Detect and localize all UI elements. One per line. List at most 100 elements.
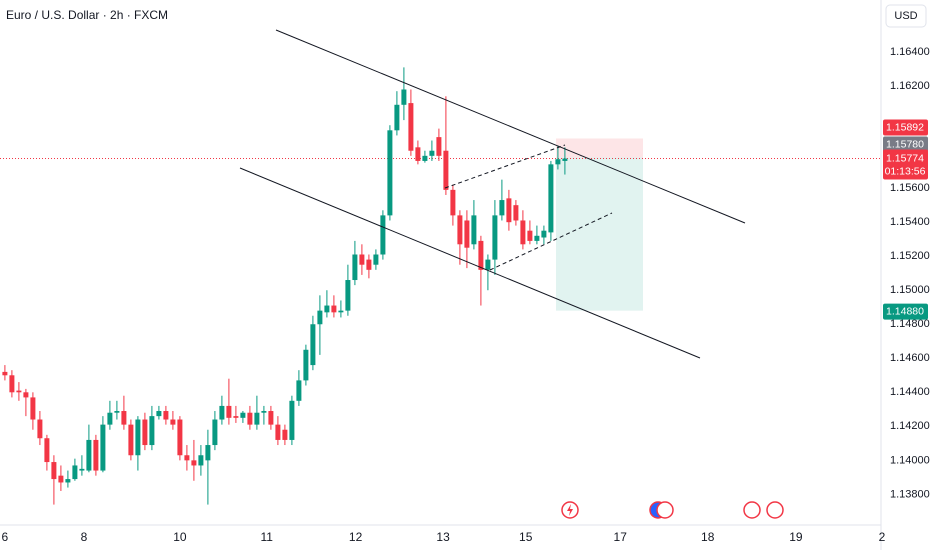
candle-body bbox=[219, 405, 225, 420]
candle-body bbox=[303, 349, 309, 381]
candle-body bbox=[261, 411, 267, 413]
y-tick-label: 1.13800 bbox=[890, 488, 930, 500]
candle-body bbox=[177, 419, 183, 456]
x-tick-label: 2 bbox=[879, 530, 886, 544]
x-tick-label: 15 bbox=[519, 530, 533, 544]
candle-body bbox=[324, 305, 330, 313]
flag-upper bbox=[444, 144, 566, 189]
candle-body bbox=[359, 254, 365, 265]
price-tag-label: 1.15892 bbox=[886, 121, 924, 133]
candle-body bbox=[373, 254, 379, 265]
candle-body bbox=[128, 424, 134, 456]
chart-title: Euro / U.S. Dollar · 2h · FXCM bbox=[6, 8, 168, 22]
candle-body bbox=[513, 205, 519, 221]
candle-body bbox=[331, 305, 337, 313]
candle-body bbox=[135, 419, 141, 456]
candle-body bbox=[254, 412, 260, 425]
x-tick-label: 11 bbox=[260, 530, 273, 544]
currency: USD bbox=[894, 10, 917, 22]
candle-body bbox=[436, 137, 442, 156]
candle-body bbox=[534, 235, 540, 241]
channel-upper bbox=[275, 29, 746, 224]
countdown: 01:13:56 bbox=[885, 165, 926, 177]
candle-body bbox=[205, 445, 211, 461]
price-tag-label: 1.14880 bbox=[886, 305, 924, 317]
candle-body bbox=[198, 455, 204, 466]
candle-body bbox=[170, 419, 176, 425]
y-tick-label: 1.16200 bbox=[890, 80, 930, 92]
y-tick-label: 1.15000 bbox=[890, 284, 930, 296]
price-tag bbox=[883, 136, 928, 153]
candle-body bbox=[226, 405, 232, 418]
candle-body bbox=[401, 89, 407, 105]
channel-lower bbox=[239, 167, 701, 359]
price-tag bbox=[883, 303, 928, 320]
y-tick-label: 1.14600 bbox=[890, 352, 930, 364]
y-tick-label: 1.14200 bbox=[890, 420, 930, 432]
y-tick-label: 1.15400 bbox=[890, 216, 930, 228]
candle-body bbox=[289, 400, 295, 440]
x-tick-label: 6 bbox=[2, 530, 9, 544]
candle-body bbox=[366, 259, 372, 270]
candle-body bbox=[212, 419, 218, 446]
candle-body bbox=[86, 439, 92, 471]
y-tick-label: 1.15200 bbox=[890, 250, 930, 262]
candle-body bbox=[352, 254, 358, 281]
candle-body bbox=[485, 259, 491, 270]
candle-body bbox=[520, 220, 526, 245]
candle-body bbox=[317, 310, 323, 325]
candle-body bbox=[72, 465, 78, 480]
y-tick-label: 1.14800 bbox=[890, 318, 930, 330]
target-zone bbox=[556, 157, 643, 311]
x-tick-label: 8 bbox=[81, 530, 88, 544]
candle-body bbox=[142, 419, 148, 446]
price-tag-label: 1.15780 bbox=[886, 138, 924, 150]
candle-body bbox=[310, 324, 316, 366]
x-tick-label: 17 bbox=[614, 530, 628, 544]
y-tick-label: 1.15600 bbox=[890, 182, 930, 194]
candle-body bbox=[107, 412, 113, 425]
candle-body bbox=[23, 392, 29, 398]
candle-body bbox=[443, 150, 449, 190]
candle-body bbox=[422, 155, 428, 161]
x-tick-label: 13 bbox=[436, 530, 450, 544]
candle-body bbox=[555, 159, 561, 165]
candle-body bbox=[408, 103, 414, 151]
candle-body bbox=[16, 390, 22, 393]
candle-body bbox=[100, 424, 106, 471]
candle-body bbox=[240, 412, 246, 418]
candle-body bbox=[464, 220, 470, 248]
x-tick-label: 12 bbox=[349, 530, 363, 544]
candle-body bbox=[387, 130, 393, 216]
candle-body bbox=[450, 189, 456, 216]
candle-body bbox=[541, 230, 547, 238]
y-tick-label: 1.14400 bbox=[890, 386, 930, 398]
candle-body bbox=[457, 215, 463, 245]
candle-body bbox=[2, 371, 8, 376]
candle-body bbox=[163, 411, 169, 420]
event-icons bbox=[561, 501, 784, 519]
candle-body bbox=[415, 147, 421, 161]
currency-box[interactable] bbox=[885, 4, 927, 28]
candle-body bbox=[394, 104, 400, 131]
current-price-label: 1.15774 bbox=[886, 152, 924, 164]
candle-body bbox=[471, 215, 477, 245]
candle-body bbox=[527, 230, 533, 241]
candle-body bbox=[65, 479, 71, 483]
candle-body bbox=[79, 468, 85, 471]
candle-body bbox=[492, 215, 498, 260]
candle-body bbox=[184, 455, 190, 461]
y-tick-label: 1.14000 bbox=[890, 454, 930, 466]
candle-body bbox=[429, 150, 435, 156]
marks bbox=[0, 67, 881, 505]
candle-body bbox=[562, 158, 568, 161]
price-tag bbox=[883, 119, 928, 136]
candle-body bbox=[345, 280, 351, 311]
candle-body bbox=[548, 164, 554, 233]
candle-body bbox=[380, 215, 386, 255]
candle-body bbox=[149, 416, 155, 446]
candle-body bbox=[44, 438, 50, 463]
candle-body bbox=[247, 412, 253, 425]
candle-body bbox=[51, 462, 57, 480]
